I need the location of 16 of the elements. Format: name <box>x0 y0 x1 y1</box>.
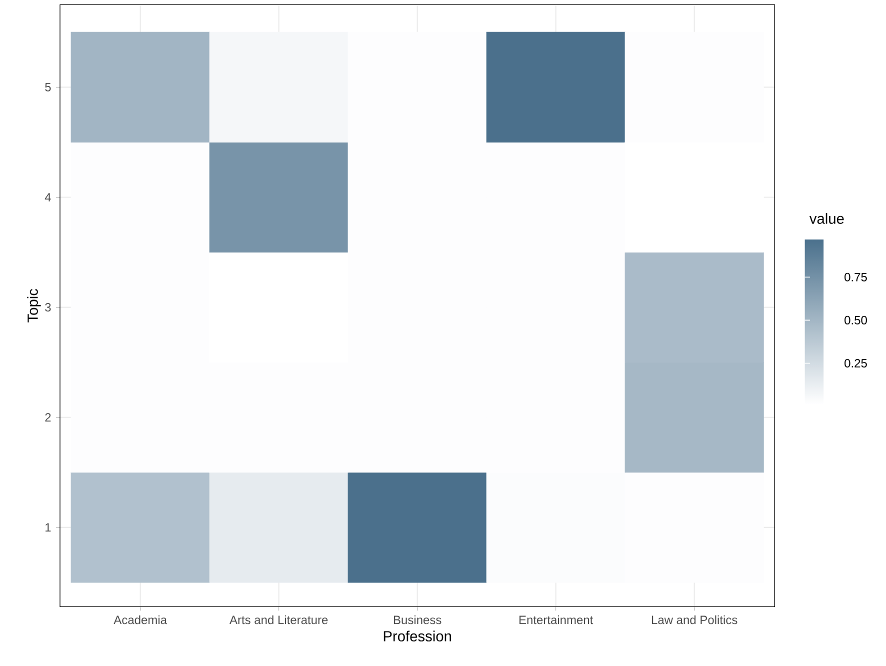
y-tick-label: 1 <box>46 523 51 532</box>
y-tick-label: 4 <box>44 193 51 202</box>
color-bar-label: 0.50 <box>844 316 867 324</box>
x-tick-label: Arts and Literature <box>229 615 328 624</box>
x-axis-title: Profession <box>384 630 452 642</box>
color-bar-title: value <box>809 213 844 224</box>
y-tick-label: 3 <box>45 303 51 312</box>
color-bar-label: 0.75 <box>844 272 867 282</box>
y-tick-label: 2 <box>45 413 51 422</box>
x-tick-label: Business <box>394 615 442 624</box>
x-tick-label: Entertainment <box>519 615 594 624</box>
y-tick-label: 5 <box>45 83 51 92</box>
x-tick-label: Academia <box>114 615 168 624</box>
y-axis-title: Topic <box>27 288 41 322</box>
color-bar-label: 0.25 <box>844 358 867 368</box>
x-tick-label: Law and Politics <box>652 615 738 624</box>
